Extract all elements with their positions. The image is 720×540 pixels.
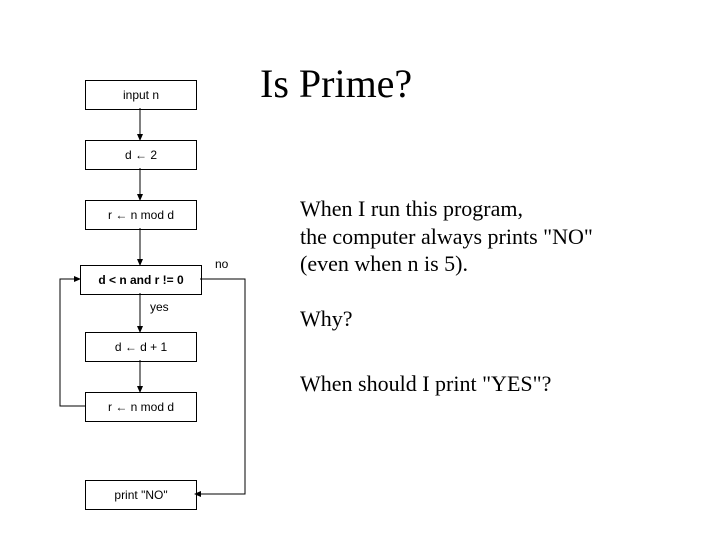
page-title: Is Prime? <box>260 60 412 107</box>
flow-box-input: input n <box>85 80 197 110</box>
flow-box-condition: d < n and r != 0 <box>80 265 202 295</box>
branch-label-yes: yes <box>150 300 169 314</box>
question-paragraph-1: When I run this program,the computer alw… <box>300 195 593 278</box>
question-paragraph-3: When should I print "YES"? <box>300 370 551 398</box>
question-paragraph-2: Why? <box>300 305 353 333</box>
flow-box-init-d: d ← 2 <box>85 140 197 170</box>
flow-box-mod1: r ← n mod d <box>85 200 197 230</box>
flow-box-print-no: print "NO" <box>85 480 197 510</box>
flow-box-inc-d: d ← d + 1 <box>85 332 197 362</box>
flow-box-mod2: r ← n mod d <box>85 392 197 422</box>
branch-label-no: no <box>215 257 228 271</box>
